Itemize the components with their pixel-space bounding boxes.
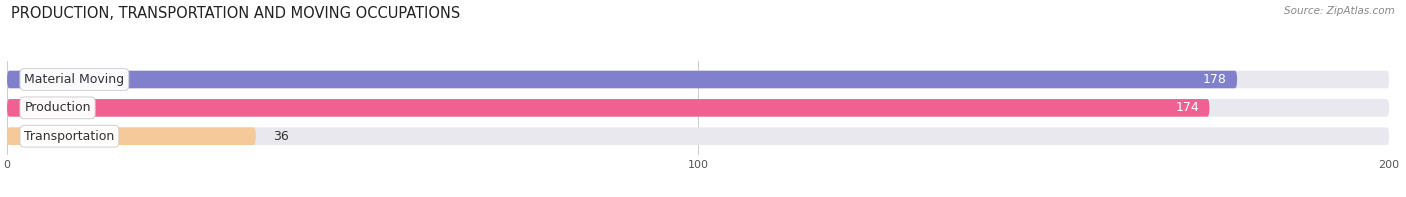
FancyBboxPatch shape <box>7 99 1209 117</box>
Text: 36: 36 <box>273 130 288 143</box>
Text: Production: Production <box>24 101 91 114</box>
Text: 178: 178 <box>1204 73 1226 86</box>
Text: Source: ZipAtlas.com: Source: ZipAtlas.com <box>1284 6 1395 16</box>
FancyBboxPatch shape <box>7 127 1389 145</box>
Text: 174: 174 <box>1175 101 1199 114</box>
FancyBboxPatch shape <box>7 127 256 145</box>
Text: PRODUCTION, TRANSPORTATION AND MOVING OCCUPATIONS: PRODUCTION, TRANSPORTATION AND MOVING OC… <box>11 6 461 21</box>
FancyBboxPatch shape <box>7 99 1389 117</box>
Text: Transportation: Transportation <box>24 130 114 143</box>
Text: Material Moving: Material Moving <box>24 73 125 86</box>
FancyBboxPatch shape <box>7 71 1237 88</box>
FancyBboxPatch shape <box>7 71 1389 88</box>
